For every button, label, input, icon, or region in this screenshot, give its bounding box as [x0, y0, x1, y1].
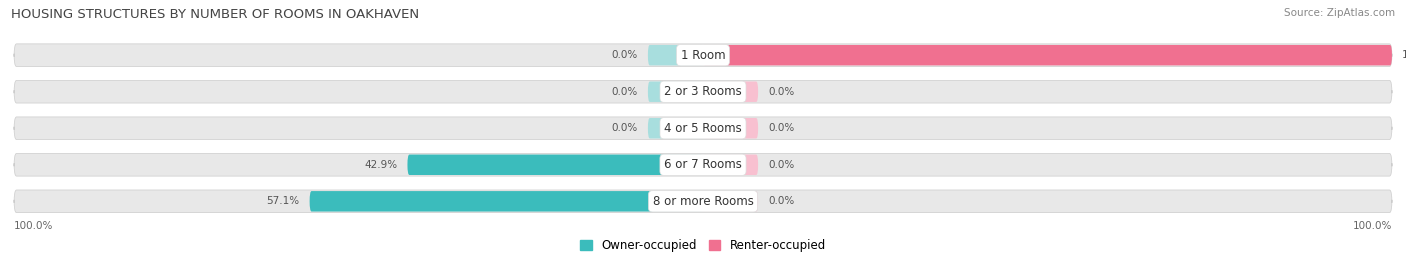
FancyBboxPatch shape — [14, 190, 1392, 213]
FancyBboxPatch shape — [703, 82, 758, 102]
Text: 2 or 3 Rooms: 2 or 3 Rooms — [664, 85, 742, 98]
FancyBboxPatch shape — [703, 45, 1392, 65]
Text: 0.0%: 0.0% — [769, 196, 794, 206]
Text: 0.0%: 0.0% — [769, 123, 794, 133]
Text: 100.0%: 100.0% — [14, 221, 53, 231]
Text: 4 or 5 Rooms: 4 or 5 Rooms — [664, 122, 742, 135]
FancyBboxPatch shape — [703, 154, 758, 175]
Text: 0.0%: 0.0% — [612, 123, 637, 133]
Text: 0.0%: 0.0% — [612, 50, 637, 60]
FancyBboxPatch shape — [14, 44, 1392, 66]
FancyBboxPatch shape — [703, 118, 758, 139]
FancyBboxPatch shape — [309, 191, 703, 211]
FancyBboxPatch shape — [14, 153, 1392, 176]
FancyBboxPatch shape — [14, 80, 1392, 103]
Text: 0.0%: 0.0% — [769, 87, 794, 97]
Text: 0.0%: 0.0% — [769, 160, 794, 170]
Text: 6 or 7 Rooms: 6 or 7 Rooms — [664, 158, 742, 171]
Text: 100.0%: 100.0% — [1353, 221, 1392, 231]
FancyBboxPatch shape — [14, 117, 1392, 140]
FancyBboxPatch shape — [408, 154, 703, 175]
FancyBboxPatch shape — [648, 82, 703, 102]
FancyBboxPatch shape — [703, 191, 758, 211]
Text: 57.1%: 57.1% — [266, 196, 299, 206]
FancyBboxPatch shape — [648, 118, 703, 139]
Text: 100.0%: 100.0% — [1402, 50, 1406, 60]
Text: 0.0%: 0.0% — [612, 87, 637, 97]
FancyBboxPatch shape — [648, 45, 703, 65]
Text: HOUSING STRUCTURES BY NUMBER OF ROOMS IN OAKHAVEN: HOUSING STRUCTURES BY NUMBER OF ROOMS IN… — [11, 8, 419, 21]
Text: 8 or more Rooms: 8 or more Rooms — [652, 195, 754, 208]
Text: 1 Room: 1 Room — [681, 49, 725, 62]
Legend: Owner-occupied, Renter-occupied: Owner-occupied, Renter-occupied — [575, 234, 831, 256]
Text: Source: ZipAtlas.com: Source: ZipAtlas.com — [1284, 8, 1395, 18]
Text: 42.9%: 42.9% — [364, 160, 396, 170]
